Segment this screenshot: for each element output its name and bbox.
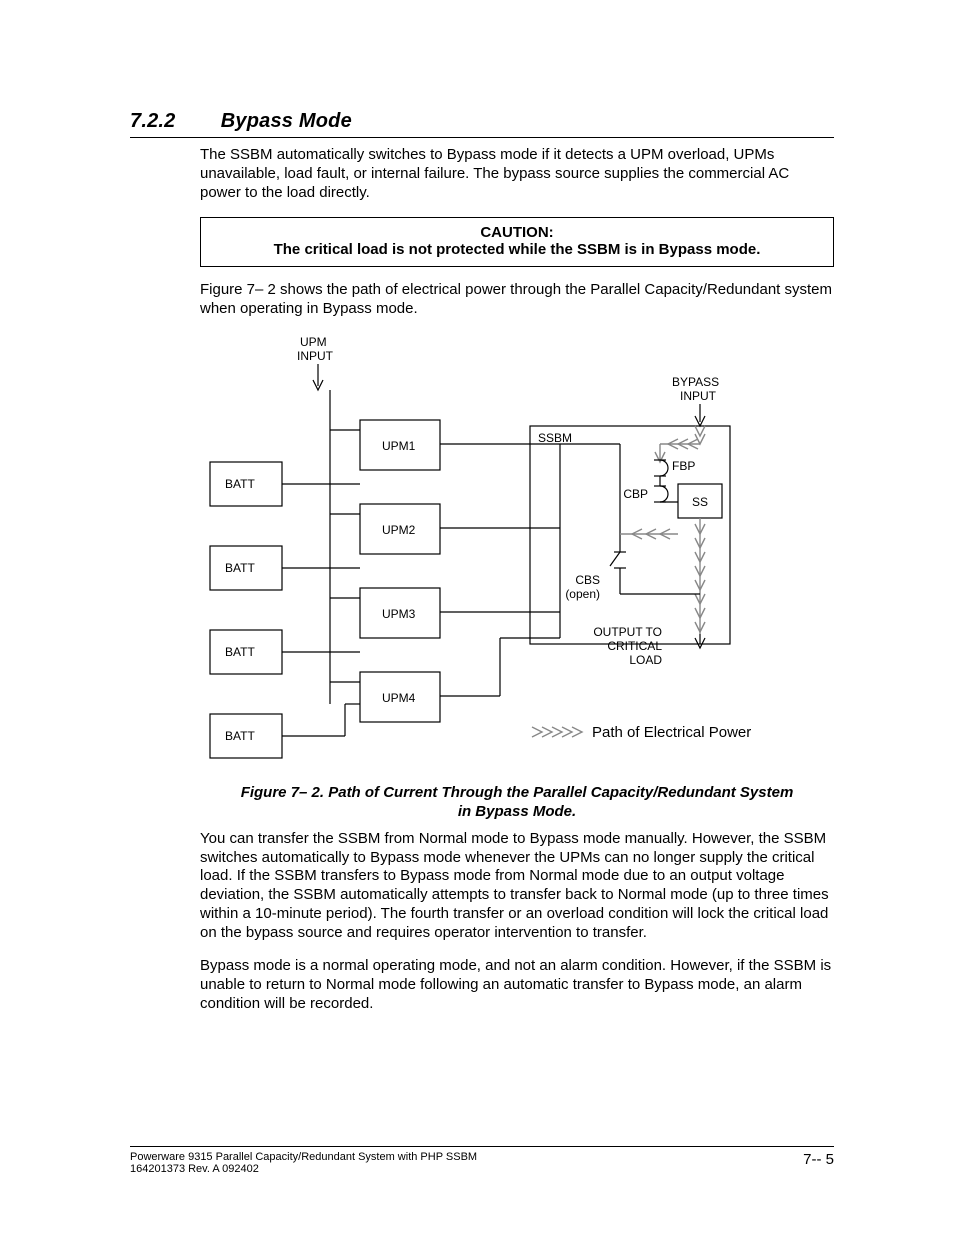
section-heading-rule: 7.2.2 Bypass Mode	[130, 110, 834, 138]
caution-title: CAUTION:	[211, 224, 823, 241]
section-title: Bypass Mode	[221, 110, 352, 132]
label-bypass-input-2: INPUT	[680, 389, 717, 403]
label-batt-3: BATT	[225, 645, 255, 659]
label-ssbm: SSBM	[538, 431, 572, 445]
label-bypass-input-1: BYPASS	[672, 375, 719, 389]
label-output-2: CRITICAL	[607, 639, 662, 653]
label-upm2: UPM2	[382, 523, 416, 537]
paragraph-1: The SSBM automatically switches to Bypas…	[200, 146, 834, 202]
footer-left: Powerware 9315 Parallel Capacity/Redunda…	[130, 1151, 477, 1175]
bypass-power-path	[655, 426, 705, 462]
label-cbp: CBP	[623, 487, 648, 501]
paragraph-2: Figure 7– 2 shows the path of electrical…	[200, 281, 834, 319]
label-upm-input-2: INPUT	[297, 349, 334, 363]
paragraph-4: Bypass mode is a normal operating mode, …	[200, 957, 834, 1013]
label-cbs-2: (open)	[565, 587, 600, 601]
label-cbs-1: CBS	[575, 573, 600, 587]
footer-line2: 164201373 Rev. A 092402	[130, 1163, 477, 1175]
section-heading: 7.2.2 Bypass Mode	[130, 110, 834, 137]
figure-caption: Figure 7– 2. Path of Current Through the…	[200, 783, 834, 822]
footer-line1: Powerware 9315 Parallel Capacity/Redunda…	[130, 1151, 477, 1163]
label-output-1: OUTPUT TO	[593, 625, 662, 639]
label-fbp: FBP	[672, 459, 695, 473]
label-output-3: LOAD	[629, 653, 662, 667]
caution-text: The critical load is not protected while…	[211, 241, 823, 258]
paragraph-3: You can transfer the SSBM from Normal mo…	[200, 830, 834, 943]
figure-caption-line2: in Bypass Mode.	[458, 803, 576, 820]
footer-page-number: 7-- 5	[803, 1151, 834, 1168]
label-batt-2: BATT	[225, 561, 255, 575]
label-ss: SS	[692, 495, 708, 509]
bypass-path-down	[695, 518, 705, 634]
legend-arrows	[532, 727, 582, 737]
figure-caption-line1: Figure 7– 2. Path of Current Through the…	[241, 784, 794, 801]
label-batt-4: BATT	[225, 729, 255, 743]
label-batt-1: BATT	[225, 477, 255, 491]
page: 7.2.2 Bypass Mode The SSBM automatically…	[0, 0, 954, 1235]
caution-box: CAUTION: The critical load is not protec…	[200, 217, 834, 267]
figure: UPM INPUT BYPASS INPUT BATT UPM1 BATT	[200, 334, 834, 822]
page-footer: Powerware 9315 Parallel Capacity/Redunda…	[130, 1146, 834, 1175]
label-upm4: UPM4	[382, 691, 416, 705]
section-number: 7.2.2	[130, 110, 215, 133]
label-upm1: UPM1	[382, 439, 416, 453]
label-legend: Path of Electrical Power	[592, 724, 751, 741]
label-upm-input-1: UPM	[300, 335, 327, 349]
label-upm3: UPM3	[382, 607, 416, 621]
figure-svg: UPM INPUT BYPASS INPUT BATT UPM1 BATT	[200, 334, 820, 764]
